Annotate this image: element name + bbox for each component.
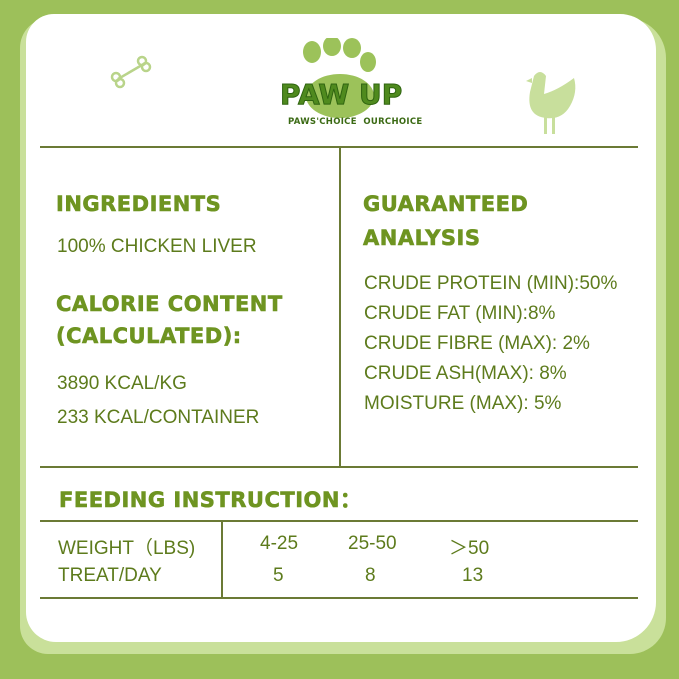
chicken-icon <box>526 72 576 134</box>
paw-icon <box>303 38 376 118</box>
analysis-title-line1: GUARANTEED <box>363 192 529 217</box>
divider-middle <box>339 146 341 468</box>
analysis-title-line2: ANALYSIS <box>363 226 481 251</box>
feeding-cell: 8 <box>365 565 376 586</box>
divider-bottom <box>40 466 638 468</box>
feeding-title: FEEDING INSTRUCTION： <box>59 488 362 513</box>
analysis-line: CRUDE FIBRE (MAX): 2% <box>364 333 590 354</box>
feeding-cell: ＞50 <box>449 538 490 559</box>
brand-logo: PAW UP <box>279 78 403 112</box>
calorie-line: 3890 KCAL/KG <box>57 373 187 394</box>
calorie-title-line1: CALORIE CONTENT <box>56 292 283 317</box>
feeding-table-divider <box>221 520 223 599</box>
feeding-row-label: WEIGHT（LBS) <box>58 538 196 559</box>
feeding-cell: 25-50 <box>348 533 397 554</box>
calorie-title-line2: (CALCULATED): <box>56 324 242 349</box>
ingredients-value: 100% CHICKEN LIVER <box>57 236 257 257</box>
feeding-table-top <box>40 520 638 522</box>
brand-tagline: PAWS'CHOICE OURCHOICE <box>288 117 423 127</box>
feeding-table-bottom <box>40 597 638 599</box>
analysis-line: CRUDE FAT (MIN):8% <box>364 303 556 324</box>
ingredients-title: INGREDIENTS <box>56 192 222 217</box>
bone-icon <box>110 55 152 89</box>
feeding-cell: 4-25 <box>260 533 299 554</box>
analysis-line: MOISTURE (MAX): 5% <box>364 393 562 414</box>
calorie-line: 233 KCAL/CONTAINER <box>57 407 260 428</box>
feeding-row-label: TREAT/DAY <box>58 565 162 586</box>
analysis-line: CRUDE ASH(MAX): 8% <box>364 363 567 384</box>
card <box>26 14 656 642</box>
analysis-line: CRUDE PROTEIN (MIN):50% <box>364 273 618 294</box>
feeding-cell: 13 <box>462 565 484 586</box>
feeding-cell: 5 <box>273 565 284 586</box>
